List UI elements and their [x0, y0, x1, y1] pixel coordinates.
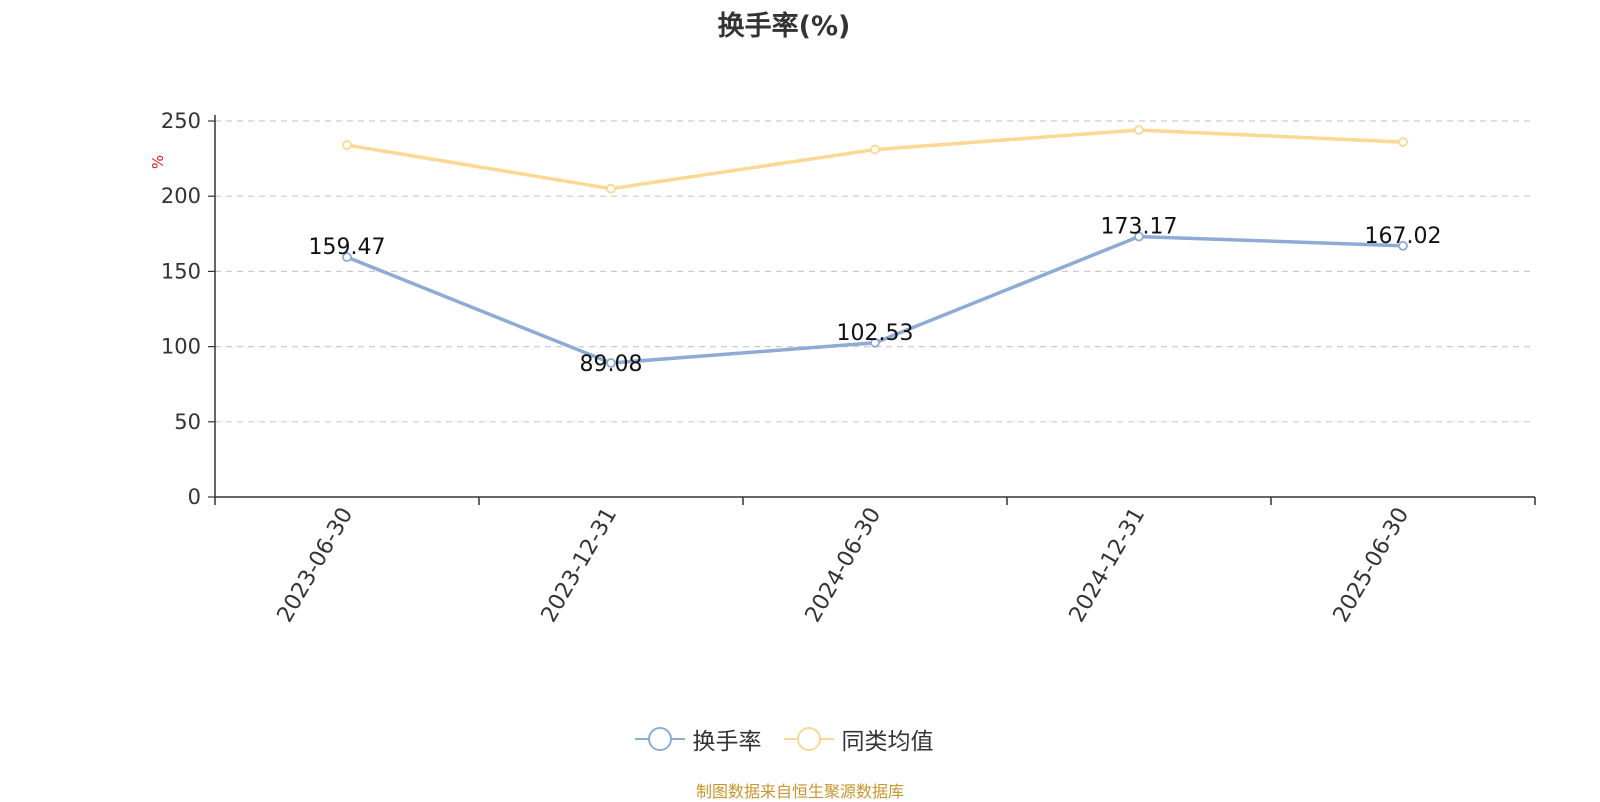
- series-point-1: [1398, 240, 1408, 251]
- y-tick-label: 200: [161, 184, 201, 208]
- data-label: 167.02: [1365, 224, 1442, 249]
- y-tick-label: 250: [161, 109, 201, 133]
- x-tick-label: 2024-06-30: [801, 504, 887, 627]
- data-label: 159.47: [309, 235, 386, 260]
- legend: 换手率 同类均值: [0, 722, 1568, 756]
- series-point-1: [870, 337, 880, 348]
- legend-label-series-1: 换手率: [692, 729, 762, 755]
- data-label: 102.53: [837, 321, 914, 346]
- series-line-2: [346, 128, 1404, 191]
- series-point-2: [342, 140, 352, 150]
- y-tick-label: 0: [188, 485, 201, 509]
- x-tick-label: 2023-06-30: [273, 504, 359, 627]
- series-point-1: [1134, 231, 1144, 242]
- chart-title: 换手率(%): [717, 11, 851, 42]
- y-tick-label: 50: [174, 410, 201, 434]
- legend-marker-series-2: [783, 727, 834, 751]
- x-tick-label: 2025-06-30: [1329, 504, 1415, 627]
- legend-item-series-1[interactable]: 换手率: [634, 722, 762, 756]
- x-tick-label: 2023-12-31: [537, 504, 623, 627]
- series-point-2: [870, 144, 880, 155]
- x-tick-label: 2024-12-31: [1065, 504, 1151, 627]
- y-tick-label: 150: [161, 259, 201, 283]
- y-axis-unit-label: %: [149, 155, 167, 169]
- y-tick-label: 100: [161, 335, 201, 359]
- legend-item-series-2[interactable]: 同类均值: [783, 722, 934, 756]
- legend-marker-series-1: [634, 727, 685, 751]
- data-label: 89.08: [580, 352, 643, 377]
- legend-label-series-2: 同类均值: [841, 729, 934, 755]
- series-point-2: [1134, 125, 1144, 135]
- series-point-2: [606, 183, 616, 194]
- series-point-1: [606, 358, 616, 368]
- data-label: 173.17: [1101, 215, 1178, 240]
- source-note: 制图数据来自恒生聚源数据库: [695, 782, 904, 801]
- series-point-1: [342, 252, 352, 263]
- series-point-2: [1398, 137, 1408, 147]
